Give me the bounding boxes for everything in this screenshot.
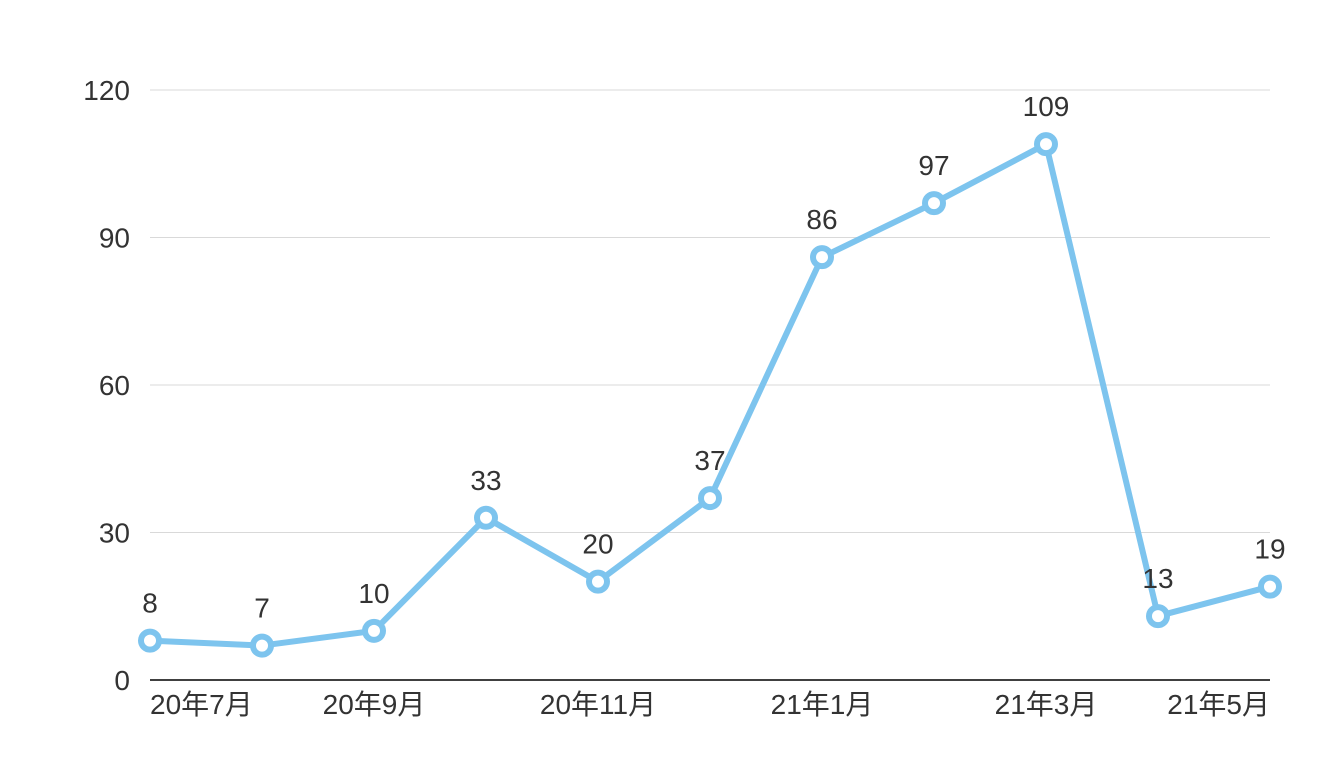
data-marker [701, 489, 719, 507]
line-chart: 0 30 60 90 120 20年7月 20年9月 20年11月 21年1月 21年3月 21年5… [0, 0, 1328, 758]
data-marker [925, 194, 943, 212]
data-marker [253, 637, 271, 655]
data-label: 8 [142, 588, 158, 619]
data-marker [813, 248, 831, 266]
data-label: 97 [918, 150, 949, 181]
data-label: 37 [694, 445, 725, 476]
x-tick-label: 21年3月 [995, 689, 1098, 720]
y-tick-label: 0 [114, 665, 130, 696]
data-marker [1037, 135, 1055, 153]
data-label: 20 [582, 529, 613, 560]
y-tick-label: 90 [99, 223, 130, 254]
data-label: 109 [1023, 91, 1070, 122]
data-label: 10 [358, 578, 389, 609]
data-label: 19 [1254, 534, 1285, 565]
y-tick-label: 30 [99, 518, 130, 549]
data-marker [589, 573, 607, 591]
data-marker [365, 622, 383, 640]
x-tick-label: 20年9月 [323, 689, 426, 720]
data-marker [1149, 607, 1167, 625]
x-tick-label: 21年5月 [1167, 689, 1270, 720]
y-tick-label: 120 [83, 75, 130, 106]
data-marker [141, 632, 159, 650]
data-marker [477, 509, 495, 527]
y-tick-label: 60 [99, 370, 130, 401]
data-label: 86 [806, 204, 837, 235]
x-tick-label: 21年1月 [771, 689, 874, 720]
data-label: 7 [254, 593, 270, 624]
chart-container: 0 30 60 90 120 20年7月 20年9月 20年11月 21年1月 21年3月 21年5… [0, 0, 1328, 758]
data-line [150, 144, 1270, 646]
data-label: 13 [1142, 563, 1173, 594]
data-marker [1261, 578, 1279, 596]
x-tick-label: 20年7月 [150, 689, 253, 720]
x-tick-label: 20年11月 [540, 689, 656, 720]
data-label: 33 [470, 465, 501, 496]
